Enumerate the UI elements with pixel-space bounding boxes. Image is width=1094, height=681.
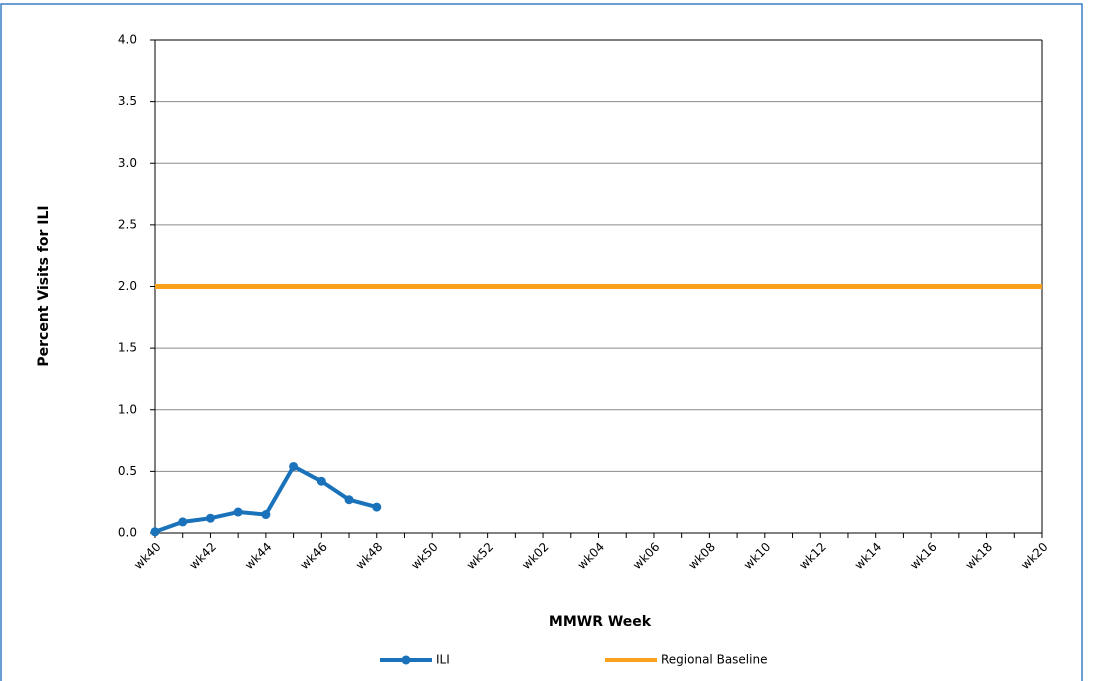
x-axis-title: MMWR Week [549, 614, 652, 630]
x-tick-label: wk42 [186, 540, 219, 573]
x-tick-label: wk40 [131, 540, 164, 573]
x-tick-label: wk02 [519, 540, 552, 573]
x-tick-label: wk44 [242, 540, 275, 573]
frame [0, 3, 1083, 681]
y-tick-label: 0.0 [118, 526, 137, 540]
y-tick-label: 3.5 [118, 94, 137, 108]
x-tick-label: wk16 [907, 540, 940, 573]
x-tick-label: wk12 [796, 540, 829, 573]
x-tick-label: wk48 [353, 540, 386, 573]
point [233, 507, 243, 517]
y-tick-label: 1.0 [118, 402, 137, 416]
x-tick-label: wk04 [575, 540, 608, 573]
x-tick-label: wk20 [1018, 540, 1051, 573]
x-tick-label: wk08 [685, 540, 718, 573]
x-tick-label: wk18 [963, 540, 996, 573]
point [261, 510, 271, 520]
point [205, 513, 215, 523]
y-tick-label: 1.5 [118, 341, 137, 355]
point [178, 517, 188, 527]
x-tick-label: wk06 [630, 540, 663, 573]
x-tick-label: wk46 [297, 540, 330, 573]
legend-label: Regional Baseline [661, 653, 767, 667]
point [150, 527, 160, 537]
x-tick-label: wk10 [741, 540, 774, 573]
legend-marker [401, 655, 411, 665]
x-tick-label: wk14 [852, 540, 885, 573]
x-tick-label: wk52 [464, 540, 497, 573]
series-line [154, 464, 378, 534]
legend-label: ILI [436, 653, 450, 667]
point [372, 502, 382, 512]
y-tick-label: 0.5 [118, 464, 137, 478]
y-tick-label: 2.5 [118, 217, 137, 231]
y-tick-label: 4.0 [118, 33, 137, 47]
y-axis-title: Percent Visits for ILI [36, 205, 52, 366]
point [344, 495, 354, 505]
y-tick-label: 3.0 [118, 156, 137, 170]
point [289, 461, 299, 471]
point [316, 476, 326, 486]
y-tick-label: 2.0 [118, 279, 137, 293]
x-tick-label: wk50 [408, 540, 441, 573]
